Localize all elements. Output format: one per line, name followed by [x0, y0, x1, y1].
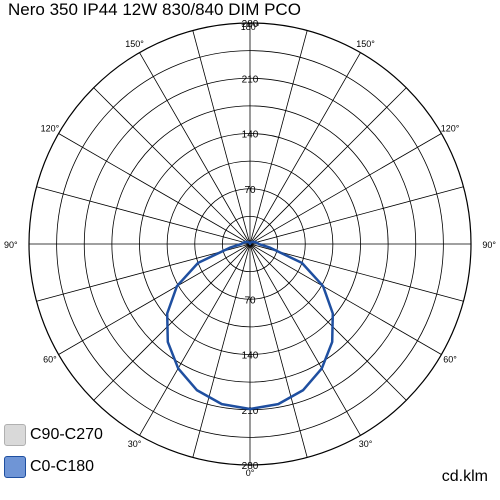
grid-spoke: [249, 30, 308, 245]
radial-tick-label: 140: [242, 130, 259, 141]
legend-item-c90-c270: C90-C270: [4, 424, 103, 446]
radial-tick-label: 210: [242, 74, 259, 85]
angle-label: 30°: [128, 439, 142, 449]
angle-label: 30°: [359, 439, 373, 449]
legend-item-c0-c180: C0-C180: [4, 456, 94, 478]
radial-tick-label: 210: [242, 406, 259, 417]
grid-spoke: [192, 243, 251, 458]
grid-spoke: [249, 87, 407, 245]
angle-label: 180°: [241, 22, 260, 32]
angle-label: 120°: [441, 124, 460, 134]
angle-label: 90°: [4, 240, 18, 250]
grid-spoke: [36, 186, 251, 245]
radial-tick-label: 70: [244, 295, 256, 306]
grid-spoke: [192, 30, 251, 245]
angle-label: 150°: [125, 39, 144, 49]
grid-spoke: [58, 133, 251, 245]
grid-spoke: [249, 243, 308, 458]
grid-spoke: [93, 243, 251, 401]
radial-tick-label: 280: [242, 461, 259, 472]
grid-spoke: [249, 133, 442, 245]
legend-label-c0-c180: C0-C180: [30, 458, 95, 475]
angle-label: 90°: [482, 240, 496, 250]
legend-swatch-c0-c180: [4, 456, 26, 478]
grid-spoke: [249, 243, 464, 302]
grid-spoke: [249, 243, 361, 436]
angle-label: 150°: [356, 39, 375, 49]
angle-label: 60°: [43, 355, 57, 365]
radial-tick-label: 70: [244, 185, 256, 196]
grid-spoke: [93, 87, 251, 245]
angle-label: 120°: [41, 124, 60, 134]
grid-spoke: [36, 243, 251, 302]
series-curve-c0-c180: [165, 240, 335, 411]
grid-spoke: [249, 243, 442, 355]
grid-spoke: [139, 52, 251, 245]
grid-spoke: [249, 186, 464, 245]
radial-tick-label: 140: [242, 351, 259, 362]
chart-title: Nero 350 IP44 12W 830/840 DIM PCO: [8, 0, 301, 19]
unit-label: cd.klm: [441, 468, 488, 485]
grid-spoke: [58, 243, 251, 355]
grid-spoke: [139, 243, 251, 436]
grid-spoke: [249, 52, 361, 245]
radial-tick-label: 280: [242, 19, 259, 30]
legend-swatch-c90-c270: [4, 424, 26, 446]
grid-spoke: [249, 243, 407, 401]
angle-label: 0°: [246, 468, 255, 478]
legend-label-c90-c270: C90-C270: [30, 426, 103, 443]
angle-label: 60°: [443, 355, 457, 365]
